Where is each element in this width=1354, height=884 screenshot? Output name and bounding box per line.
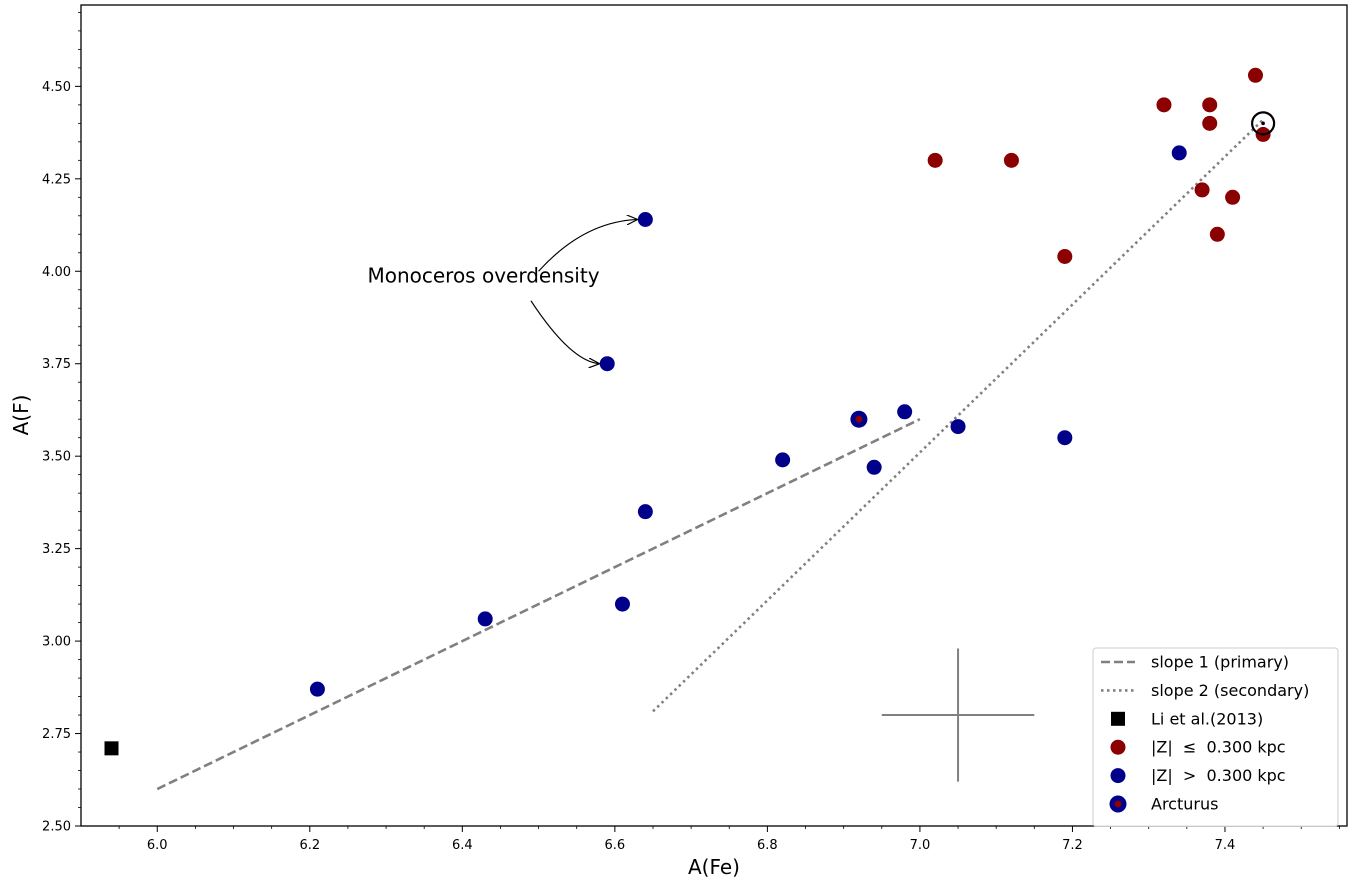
y-tick-label: 4.00	[42, 265, 71, 280]
x-tick-label: 6.0	[147, 838, 168, 853]
data-point	[637, 211, 653, 227]
x-tick-label: 6.4	[452, 838, 473, 853]
series-line	[156, 418, 921, 791]
legend-label: slope 2 (secondary)	[1151, 681, 1309, 700]
data-point	[897, 404, 913, 420]
data-point	[599, 356, 615, 372]
y-tick-label: 4.50	[42, 80, 71, 95]
data-point	[614, 596, 630, 612]
y-tick-label: 3.25	[42, 542, 71, 557]
data-point	[775, 452, 791, 468]
data-point	[1247, 67, 1263, 83]
x-tick-label: 7.2	[1062, 838, 1083, 853]
data-point	[309, 681, 325, 697]
annotation-label: Monoceros overdensity	[367, 263, 599, 287]
y-tick-label: 3.75	[42, 357, 71, 372]
y-tick-label: 4.25	[42, 172, 71, 187]
data-point	[1202, 97, 1218, 113]
legend-label: |Z| > 0.300 kpc	[1151, 766, 1286, 785]
legend-handle-arcturus-center	[1114, 800, 1122, 808]
legend-handle-circle	[1110, 768, 1126, 784]
legend-label: Li et al.(2013)	[1151, 709, 1263, 728]
data-point	[1057, 430, 1073, 446]
data-point	[637, 504, 653, 520]
series-line	[652, 118, 1265, 713]
data-point	[1057, 248, 1073, 264]
plot-content: Monoceros overdensity	[104, 67, 1276, 791]
x-tick-label: 7.0	[910, 838, 931, 853]
legend-label: slope 1 (primary)	[1151, 653, 1289, 672]
x-tick-label: 6.8	[757, 838, 778, 853]
data-point	[1003, 152, 1019, 168]
y-axis-label: A(F)	[9, 395, 33, 436]
annotation-arrow	[538, 219, 638, 272]
legend-handle-square	[1111, 711, 1125, 726]
sun-symbol	[1251, 111, 1276, 136]
data-point	[866, 459, 882, 475]
legend-box	[1092, 647, 1339, 827]
data-point	[1225, 189, 1241, 205]
data-point	[1202, 115, 1218, 131]
legend-label: |Z| ≤ 0.300 kpc	[1151, 738, 1286, 757]
y-tick-label: 2.75	[42, 727, 71, 742]
x-axis-label: A(Fe)	[688, 855, 740, 879]
y-tick-label: 3.00	[42, 635, 71, 650]
axes: 6.0 6.2 6.4 6.6 6.8 7.0 7.2 7.4 2.50 2.75 3.00 3.25…	[42, 4, 1348, 853]
data-point	[1209, 226, 1225, 242]
data-point-square	[104, 741, 119, 756]
legend: slope 1 (primary) slope 2 (secondary) Li e…	[1092, 647, 1339, 827]
data-point	[1156, 97, 1172, 113]
y-tick-label: 2.50	[42, 820, 71, 835]
sun-symbol-center	[1261, 121, 1265, 126]
data-point	[927, 152, 943, 168]
annotation-arrow	[530, 300, 600, 364]
data-point	[1194, 182, 1210, 198]
data-point	[950, 419, 966, 435]
y-tick-label: 3.50	[42, 450, 71, 465]
axes-frame	[80, 4, 1348, 827]
legend-label: Arcturus	[1151, 795, 1218, 814]
data-point-arcturus-center	[855, 415, 863, 423]
x-tick-label: 6.2	[299, 838, 320, 853]
data-point	[1171, 145, 1187, 161]
x-tick-label: 6.6	[605, 838, 626, 853]
legend-handle-circle	[1110, 739, 1126, 755]
x-tick-label: 7.4	[1215, 838, 1236, 853]
data-point	[477, 611, 493, 627]
